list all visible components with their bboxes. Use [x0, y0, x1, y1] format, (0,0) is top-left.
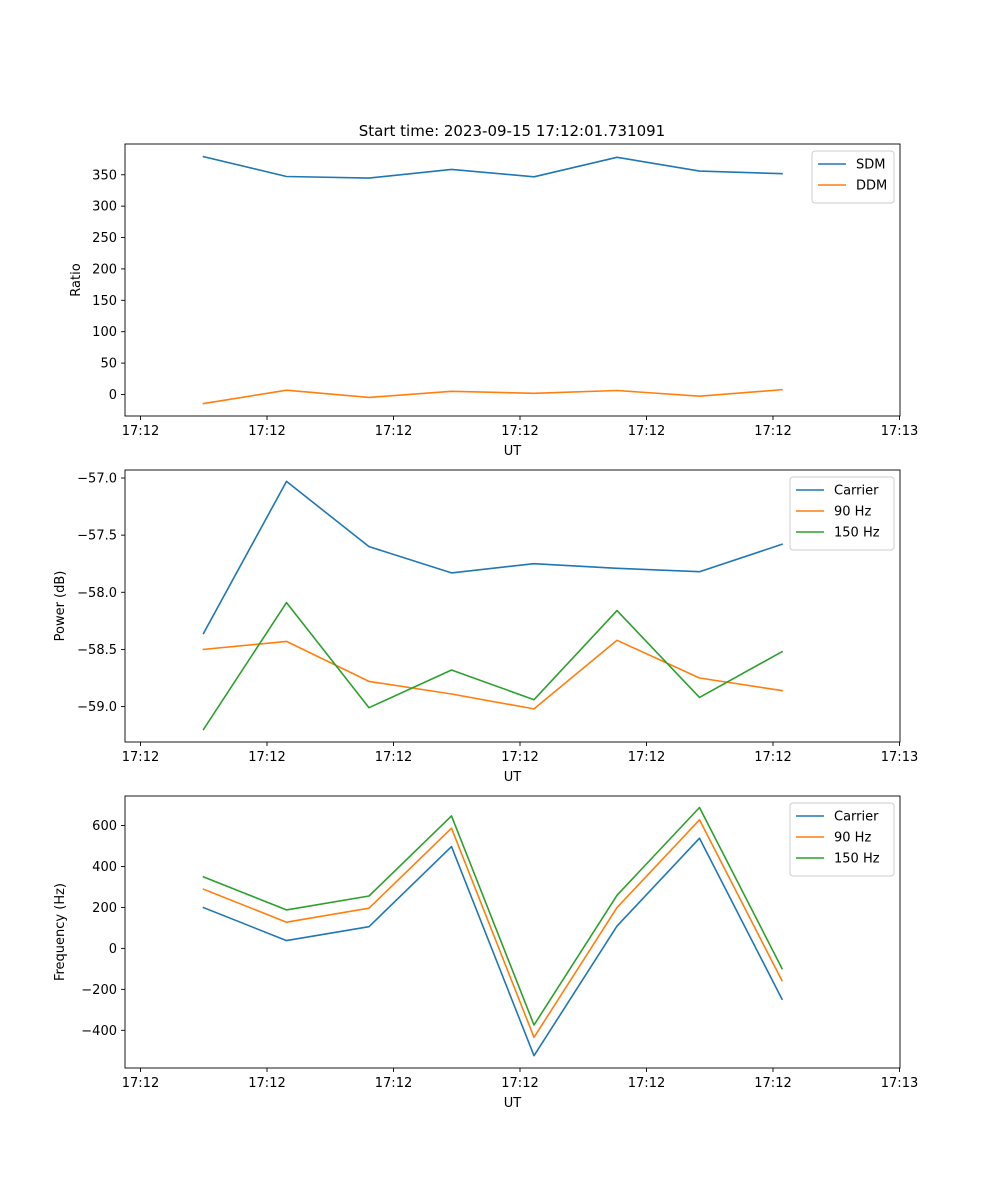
chart-title: Start time: 2023-09-15 17:12:01.731091 — [359, 122, 665, 140]
y-axis-label: Ratio — [69, 263, 84, 296]
x-tick-label: 17:12 — [248, 1076, 285, 1091]
x-tick-label: 17:12 — [501, 424, 538, 439]
legend-label: 150 Hz — [834, 526, 880, 541]
y-axis-label: Frequency (Hz) — [53, 883, 68, 981]
x-tick-label: 17:12 — [501, 750, 538, 765]
legend-label: Carrier — [834, 810, 879, 825]
x-tick-label: 17:12 — [754, 750, 791, 765]
y-tick-label: −200 — [81, 983, 117, 998]
y-tick-label: 0 — [109, 388, 117, 403]
panel-1: 17:12 17:12 17:12 17:12 17:12 17:12 17:13 UT 0 50… — [69, 143, 918, 459]
x-tick-label: 17:12 — [754, 424, 791, 439]
x-tick-label: 17:12 — [122, 750, 159, 765]
y-tick-label: −57.5 — [77, 529, 117, 544]
y-tick-label: −59.0 — [77, 700, 117, 715]
series-line-carrier — [202, 837, 784, 1057]
plots: 17:12 17:12 17:12 17:12 17:12 17:12 17:13 UT 0 50… — [53, 143, 918, 1111]
legend-label: 90 Hz — [834, 505, 871, 520]
y-tick-label: 200 — [92, 262, 117, 277]
panel-3: 17:12 17:12 17:12 17:12 17:12 17:12 17:13 UT −40… — [53, 795, 918, 1111]
x-tick-label: 17:12 — [122, 424, 159, 439]
legend-label: DDM — [856, 179, 887, 194]
x-axis-label: UT — [504, 770, 522, 785]
series-line-carrier — [202, 480, 784, 635]
y-tick-label: 200 — [92, 901, 117, 916]
x-tick-label: 17:12 — [122, 1076, 159, 1091]
x-tick-label: 17:12 — [628, 750, 665, 765]
y-tick-label: −400 — [81, 1024, 117, 1039]
x-tick-label: 17:12 — [628, 1076, 665, 1091]
x-tick-label: 17:13 — [881, 424, 918, 439]
x-tick-label: 17:12 — [501, 1076, 538, 1091]
series-line-150-hz — [202, 806, 784, 1026]
y-tick-label: 100 — [92, 325, 117, 340]
legend: SDM DDM — [811, 150, 895, 204]
legend-label: 90 Hz — [834, 831, 871, 846]
axes-frame — [124, 795, 901, 1069]
series-line-ddm — [202, 388, 783, 405]
series-line-sdm — [202, 155, 783, 179]
x-tick-label: 17:12 — [754, 1076, 791, 1091]
axes-frame — [124, 469, 901, 743]
series-line-90-hz — [202, 639, 783, 710]
y-tick-label: 50 — [100, 357, 117, 372]
y-tick-label: 0 — [109, 942, 117, 957]
y-tick-label: 250 — [92, 231, 117, 246]
y-tick-label: 350 — [92, 168, 117, 183]
x-tick-label: 17:12 — [375, 750, 412, 765]
y-tick-label: −58.5 — [77, 643, 117, 658]
legend-label: 150 Hz — [834, 852, 880, 867]
x-tick-label: 17:13 — [881, 1076, 918, 1091]
x-axis-label: UT — [504, 444, 522, 459]
x-tick-label: 17:12 — [248, 750, 285, 765]
y-tick-label: −57.0 — [77, 472, 117, 487]
legend-label: SDM — [856, 158, 885, 173]
y-axis-label: Power (dB) — [53, 571, 68, 642]
x-axis-label: UT — [504, 1096, 522, 1111]
panel-2: 17:12 17:12 17:12 17:12 17:12 17:12 17:13 UT −57… — [53, 469, 918, 785]
series-line-150-hz — [202, 601, 784, 731]
x-tick-label: 17:12 — [628, 424, 665, 439]
x-tick-label: 17:12 — [375, 1076, 412, 1091]
legend: Carrier 90 Hz 150 Hz — [789, 476, 895, 551]
legend-label: Carrier — [834, 484, 879, 499]
y-tick-label: 600 — [92, 819, 117, 834]
y-tick-label: 400 — [92, 860, 117, 875]
y-tick-label: −58.0 — [77, 586, 117, 601]
series-line-90-hz — [202, 818, 784, 1039]
axes-frame — [124, 143, 901, 417]
legend: Carrier 90 Hz 150 Hz — [789, 802, 895, 877]
y-tick-label: 150 — [92, 294, 117, 309]
y-tick-label: 300 — [92, 200, 117, 215]
x-tick-label: 17:12 — [248, 424, 285, 439]
x-tick-label: 17:13 — [881, 750, 918, 765]
x-tick-label: 17:12 — [375, 424, 412, 439]
